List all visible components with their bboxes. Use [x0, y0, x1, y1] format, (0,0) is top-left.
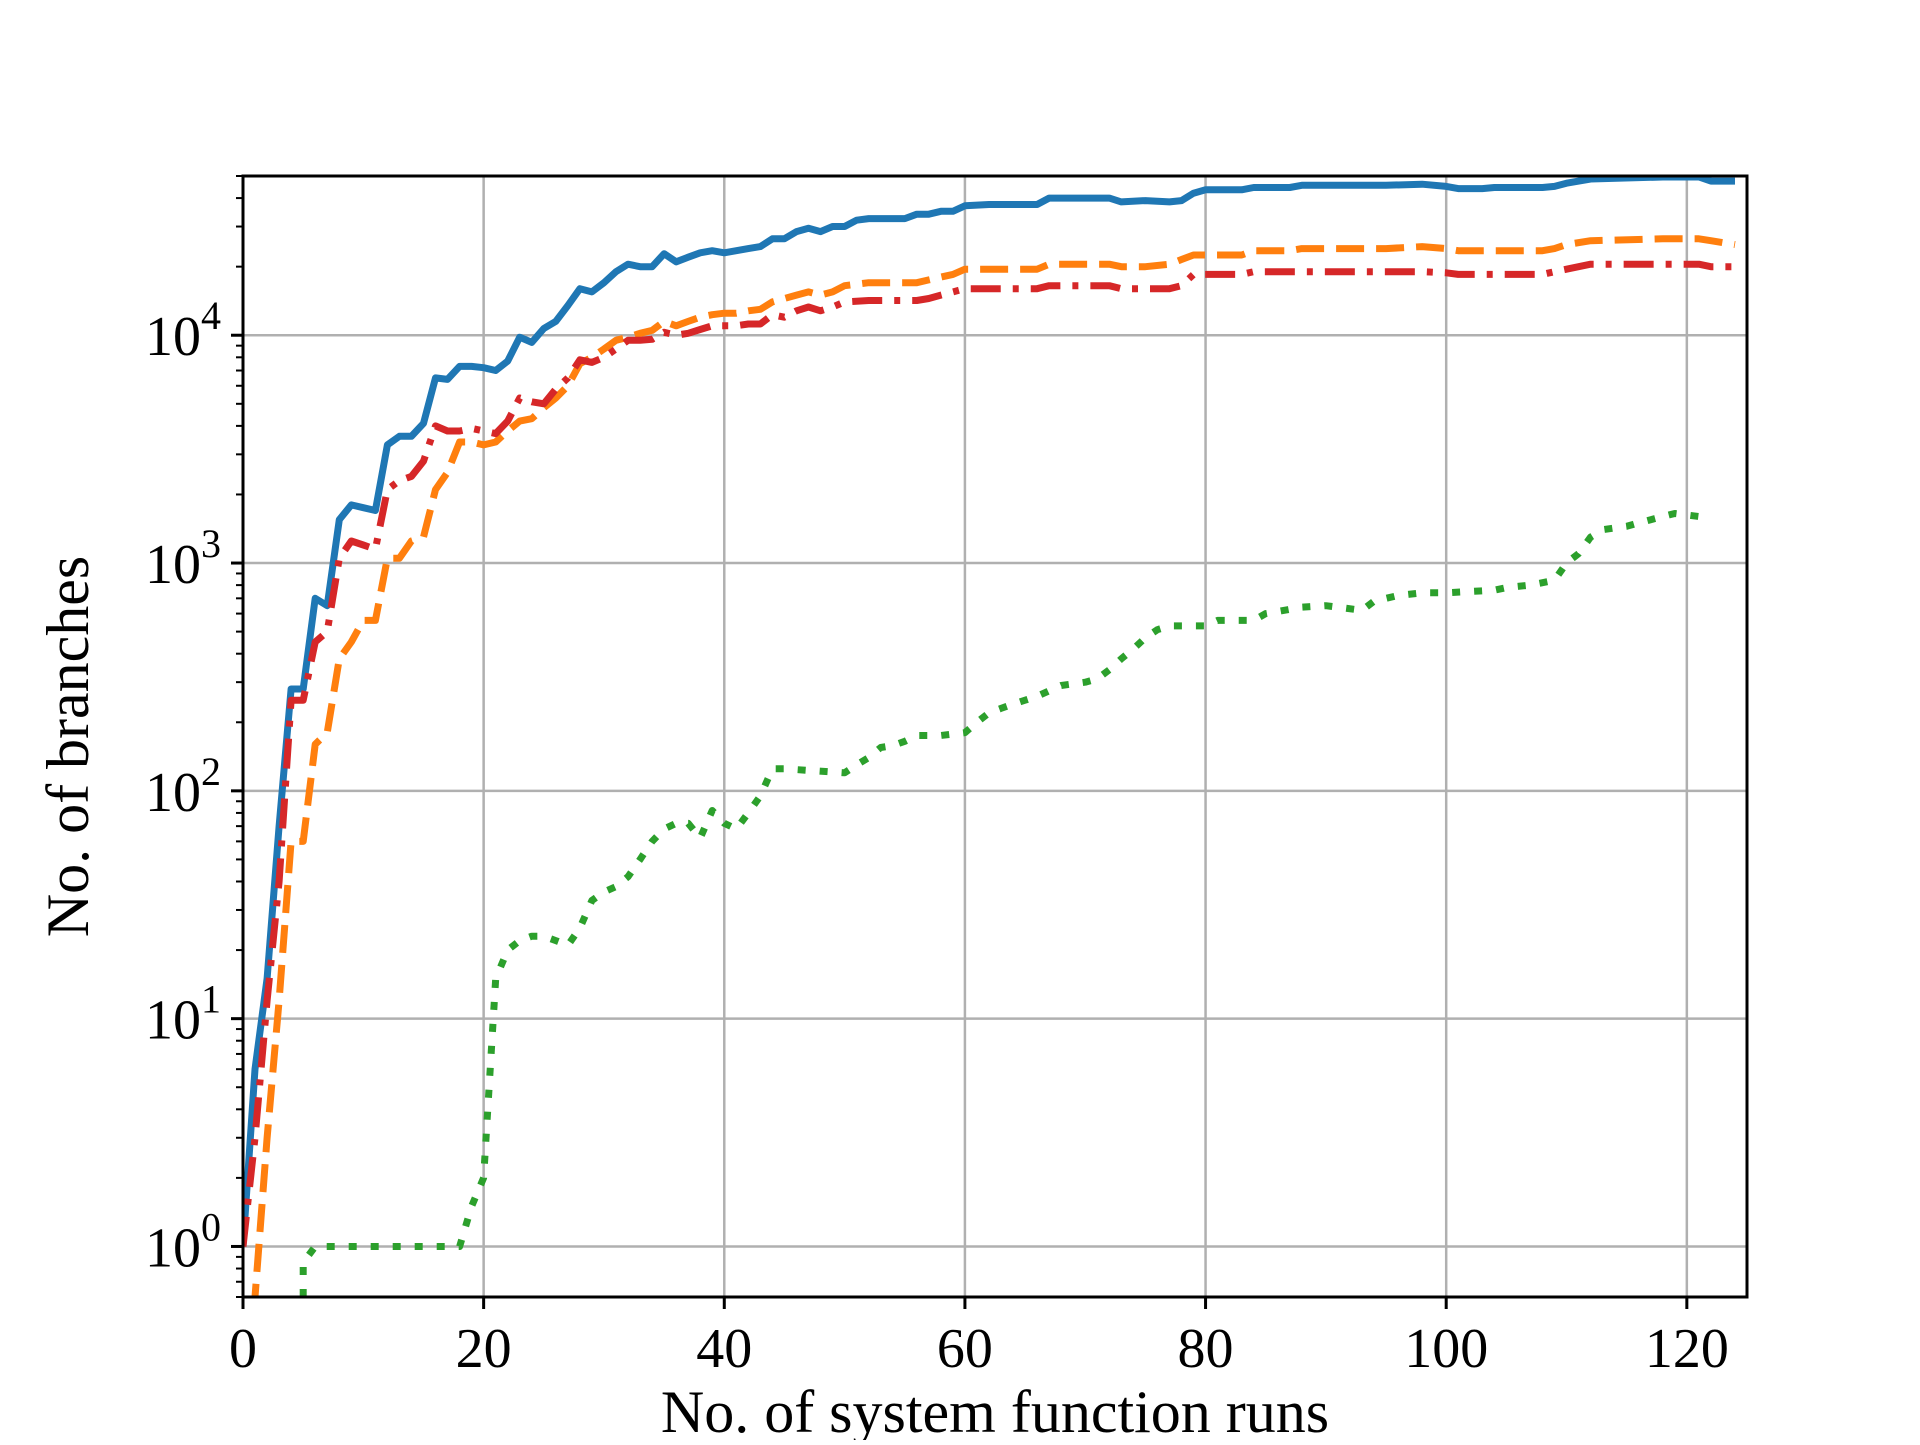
- series-line-solid: [243, 176, 1735, 1247]
- grid-layer: [241, 176, 1747, 1297]
- series-layer: [243, 176, 1736, 1297]
- y-tick-exponent: 2: [201, 749, 221, 794]
- y-tick-label: 101: [145, 977, 221, 1052]
- y-tick-base: 10: [145, 306, 201, 368]
- ticks-layer: [231, 175, 1689, 1309]
- y-tick-label: 104: [145, 293, 221, 368]
- y-tick-base: 10: [145, 534, 201, 596]
- y-tick-base: 10: [145, 762, 201, 824]
- x-tick-label: 0: [229, 1318, 257, 1380]
- x-axis-title: No. of system function runs: [661, 1379, 1329, 1440]
- series-line-dashed: [248, 235, 1736, 1297]
- y-tick-exponent: 0: [201, 1204, 221, 1249]
- y-tick-base: 10: [145, 1217, 201, 1279]
- x-tick-label: 40: [696, 1318, 752, 1380]
- x-tick-label: 120: [1645, 1318, 1729, 1380]
- x-tick-label: 60: [937, 1318, 993, 1380]
- y-tick-base: 10: [145, 990, 201, 1052]
- y-tick-exponent: 4: [201, 293, 221, 338]
- x-tick-label: 20: [456, 1318, 512, 1380]
- series-line-dashdot: [243, 260, 1735, 1247]
- x-tick-label: 100: [1404, 1318, 1488, 1380]
- y-tick-label: 103: [145, 521, 221, 596]
- y-tick-label: 100: [145, 1204, 221, 1279]
- y-tick-exponent: 1: [201, 977, 221, 1022]
- y-tick-label: 102: [145, 749, 221, 824]
- x-tick-label: 80: [1178, 1318, 1234, 1380]
- y-tick-exponent: 3: [201, 521, 221, 566]
- y-axis-title: No. of branches: [35, 556, 101, 938]
- series-line-dotted: [299, 510, 1712, 1297]
- plot-frame: [241, 174, 1749, 1299]
